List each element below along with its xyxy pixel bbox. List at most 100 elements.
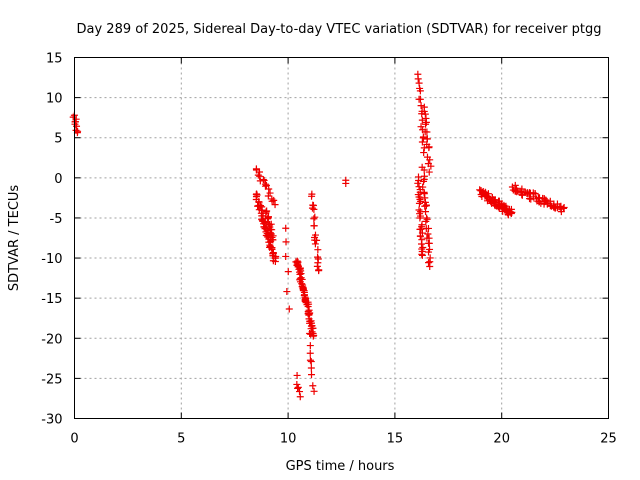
data-point xyxy=(418,250,426,258)
data-point xyxy=(314,246,322,254)
data-point xyxy=(296,388,304,396)
data-point xyxy=(309,382,317,390)
data-point xyxy=(271,257,279,265)
y-tick-label: 0 xyxy=(54,172,62,187)
data-point xyxy=(265,185,273,193)
data-point xyxy=(420,166,428,174)
data-point xyxy=(313,236,321,244)
data-point xyxy=(420,177,428,185)
data-point xyxy=(252,165,260,173)
data-point xyxy=(420,149,428,157)
data-point xyxy=(416,87,424,95)
data-point xyxy=(546,197,554,205)
data-point xyxy=(559,204,567,212)
data-point xyxy=(257,202,265,210)
y-tick-label: 10 xyxy=(46,92,63,107)
data-point xyxy=(307,364,315,372)
data-point xyxy=(305,311,313,319)
data-point xyxy=(282,238,290,246)
data-point xyxy=(425,168,433,176)
data-point xyxy=(71,118,79,126)
plot-frame xyxy=(74,57,609,419)
data-point xyxy=(306,349,314,357)
data-point xyxy=(308,190,316,198)
x-tick-label: 10 xyxy=(280,432,297,447)
y-axis-label: SDTVAR / TECUs xyxy=(7,185,22,292)
data-point xyxy=(307,330,315,338)
data-point xyxy=(506,208,514,216)
data-point xyxy=(417,123,425,131)
x-tick-labels: 0 5 10 15 20 25 xyxy=(70,432,616,447)
axis-ticks xyxy=(74,57,609,419)
x-tick-label: 25 xyxy=(600,432,617,447)
data-point xyxy=(426,263,434,271)
data-point xyxy=(259,176,267,184)
data-point xyxy=(310,387,318,395)
data-point xyxy=(531,190,539,198)
data-point xyxy=(425,144,433,152)
x-tick-label: 0 xyxy=(70,432,78,447)
data-point xyxy=(421,194,429,202)
data-point xyxy=(310,215,318,223)
data-point xyxy=(260,176,268,184)
data-point xyxy=(300,291,308,299)
data-point xyxy=(423,234,431,242)
data-point xyxy=(507,209,515,217)
data-point xyxy=(419,133,427,141)
data-point xyxy=(267,244,275,252)
data-point xyxy=(261,218,269,226)
data-point xyxy=(270,196,278,204)
data-point xyxy=(414,179,422,187)
data-point xyxy=(296,393,304,401)
data-point xyxy=(422,208,430,216)
data-point xyxy=(423,128,431,136)
data-point xyxy=(310,205,318,213)
data-point xyxy=(418,138,426,146)
data-point xyxy=(416,95,424,103)
data-point xyxy=(306,342,314,350)
data-point xyxy=(537,199,545,207)
data-point xyxy=(417,102,425,110)
y-tick-label: -30 xyxy=(41,413,62,428)
data-point xyxy=(266,189,274,197)
data-point xyxy=(423,135,431,143)
data-point xyxy=(414,75,422,83)
y-tick-label: -5 xyxy=(50,212,63,227)
data-point xyxy=(256,172,264,180)
data-point xyxy=(415,199,423,207)
x-tick-label: 15 xyxy=(387,432,404,447)
data-point xyxy=(420,172,428,180)
y-tick-label: -10 xyxy=(41,252,62,267)
data-point xyxy=(421,110,429,118)
data-point xyxy=(294,383,302,391)
data-point xyxy=(418,251,426,259)
data-point xyxy=(419,183,427,191)
data-points xyxy=(69,70,568,401)
data-point xyxy=(416,232,424,240)
data-point xyxy=(423,214,431,222)
data-point xyxy=(310,222,318,230)
data-point xyxy=(425,259,433,267)
data-point xyxy=(268,236,276,244)
y-tick-label: -20 xyxy=(41,332,62,347)
data-point xyxy=(306,329,314,337)
data-point xyxy=(427,162,435,170)
data-point xyxy=(425,239,433,247)
data-point xyxy=(305,300,313,308)
data-point xyxy=(282,252,290,260)
data-point xyxy=(416,225,424,233)
data-point xyxy=(315,267,323,275)
data-point xyxy=(424,230,432,238)
x-tick-label: 20 xyxy=(493,432,510,447)
x-tick-label: 5 xyxy=(177,432,185,447)
data-point xyxy=(271,201,279,209)
data-point xyxy=(311,213,319,221)
data-point xyxy=(296,268,304,276)
data-point xyxy=(416,214,424,222)
data-point xyxy=(262,181,270,189)
data-point xyxy=(266,242,274,250)
data-point xyxy=(422,217,430,225)
y-tick-label: 5 xyxy=(54,132,62,147)
data-point xyxy=(285,305,293,313)
